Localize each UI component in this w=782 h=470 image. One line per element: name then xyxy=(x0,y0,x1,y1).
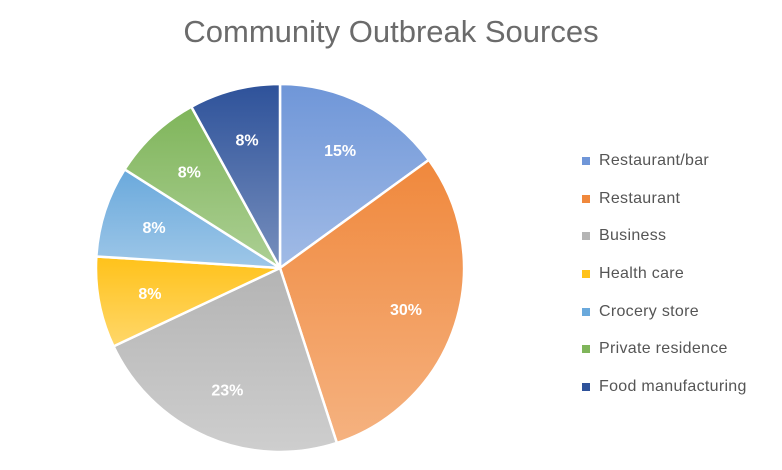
pie-slice-food-manufacturing xyxy=(189,82,282,269)
pie-slice-private-residence xyxy=(122,105,282,270)
legend-label: Private residence xyxy=(599,340,728,358)
legend-item-crocery-store: Crocery store xyxy=(582,293,747,331)
data-label-business: 23% xyxy=(211,383,243,400)
legend: Restaurant/bar Restaurant Business Health c… xyxy=(582,142,747,406)
data-label-private-residence: 8% xyxy=(178,164,201,181)
data-label-food-manufacturing: 8% xyxy=(236,133,259,150)
legend-swatch xyxy=(582,156,590,165)
legend-label: Food manufacturing xyxy=(599,377,747,395)
legend-label: Business xyxy=(599,227,667,245)
legend-swatch xyxy=(582,194,590,203)
legend-item-food-manufacturing: Food manufacturing xyxy=(582,368,747,406)
legend-label: Crocery store xyxy=(599,302,699,320)
legend-item-private-residence: Private residence xyxy=(582,330,747,368)
pie-slice-restaurant xyxy=(278,158,466,445)
data-label-restaurant-bar: 15% xyxy=(324,143,356,160)
legend-label: Restaurant/bar xyxy=(599,151,710,169)
pie-slice-crocery-store xyxy=(95,167,281,270)
pie-slice-restaurant-bar xyxy=(278,82,431,271)
legend-swatch xyxy=(582,345,590,354)
data-label-crocery-store: 8% xyxy=(142,220,165,237)
legend-swatch xyxy=(582,269,590,278)
legend-swatch xyxy=(582,232,590,241)
pie-slice-health-care xyxy=(94,255,281,349)
chart-title: Community Outbreak Sources xyxy=(183,14,599,49)
legend-item-health-care: Health care xyxy=(582,255,747,293)
legend-swatch xyxy=(582,307,590,316)
data-label-restaurant: 30% xyxy=(390,302,422,319)
legend-label: Restaurant xyxy=(599,189,681,207)
legend-swatch xyxy=(582,382,590,391)
legend-item-restaurant: Restaurant xyxy=(582,180,747,218)
legend-item-restaurant-bar: Restaurant/bar xyxy=(582,142,747,180)
pie-slice-business xyxy=(111,266,339,454)
legend-label: Health care xyxy=(599,264,685,282)
legend-item-business: Business xyxy=(582,217,747,255)
data-label-health-care: 8% xyxy=(138,286,161,303)
